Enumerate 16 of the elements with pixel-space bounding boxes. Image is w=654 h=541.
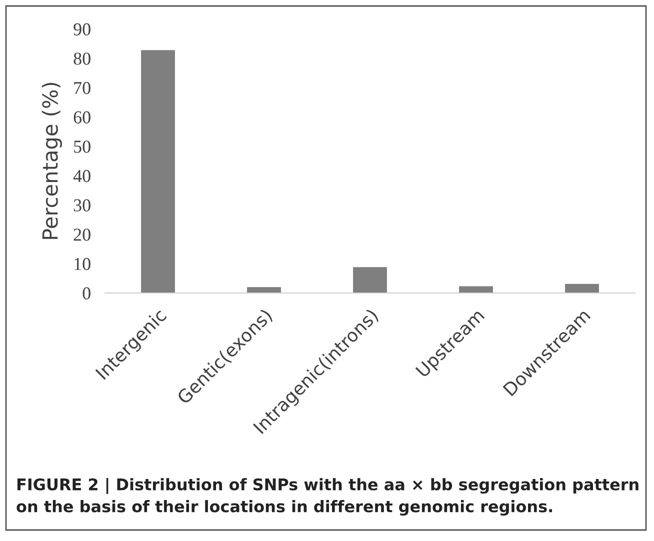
y-tick-label: 80 [74,52,90,65]
y-tick-label: 70 [74,82,90,94]
bar [353,267,387,293]
caption: FIGURE 2 | Distribution of SNPs with the aa × bb segregation pattern on the basis of their locations in different genomic regions. [16,478,638,516]
y-tick-label: 50 [74,140,90,153]
bar [141,50,175,293]
y-tick-label: 30 [74,199,90,212]
y-tick-label: 0 [82,287,90,300]
y-tick-label: 10 [74,258,90,270]
bar [565,284,599,293]
y-axis-title: Percentage (%) [42,82,62,239]
y-tick-label: 40 [73,170,90,182]
y-tick-label: 60 [74,111,90,124]
y-tick-label: 90 [74,23,90,36]
bar [247,287,281,293]
y-tick-label: 20 [74,228,90,241]
